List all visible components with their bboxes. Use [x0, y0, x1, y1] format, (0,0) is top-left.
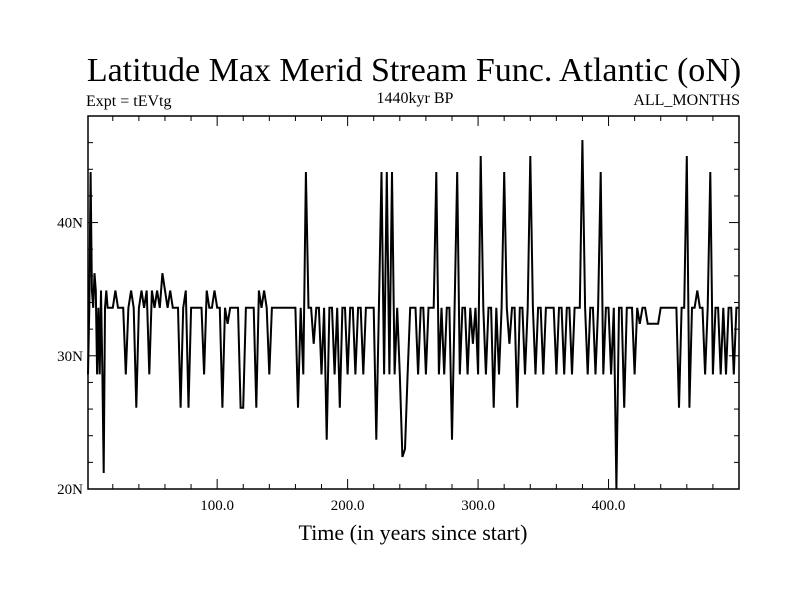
y-tick-label: 40N	[57, 216, 83, 232]
period-label: 1440kyr BP	[377, 90, 454, 107]
series-line	[87, 139, 739, 490]
y-tick-label: 30N	[57, 349, 83, 365]
x-tick-label: 300.0	[461, 498, 495, 514]
months-label: ALL_MONTHS	[633, 92, 740, 109]
tick-labels: 100.0 200.0 300.0 400.0 20N 30N 40N	[57, 216, 625, 514]
x-tick-label: 400.0	[592, 498, 626, 514]
x-axis-label: Time (in years since start)	[299, 520, 528, 545]
y-tick-label: 20N	[57, 482, 83, 498]
chart-title: Latitude Max Merid Stream Func. Atlantic…	[87, 52, 741, 89]
axis-ticks	[88, 116, 739, 490]
x-tick-label: 200.0	[331, 498, 365, 514]
x-tick-label: 100.0	[200, 498, 234, 514]
experiment-label: Expt = tEVtg	[86, 93, 171, 110]
plot-frame	[87, 115, 740, 490]
